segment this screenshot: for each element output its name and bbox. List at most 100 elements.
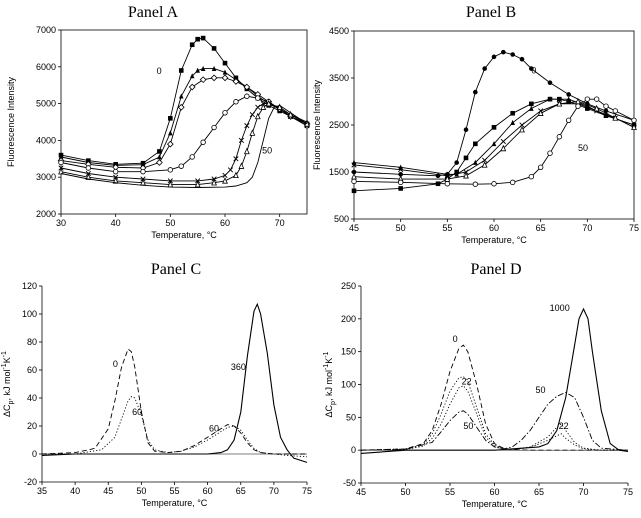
series-line (60, 104, 308, 188)
data-point (537, 109, 544, 116)
x-tick-label: 30 (56, 218, 66, 228)
curve-annotation: 22 (462, 377, 472, 387)
data-point (510, 119, 515, 125)
y-tick-label: -20 (24, 477, 37, 487)
data-point (233, 171, 239, 179)
data-point (238, 137, 245, 144)
data-point (473, 159, 478, 165)
data-point (168, 116, 173, 121)
data-point (556, 100, 563, 107)
y-axis-label: ΔCp, kJ mol-1K-1 (323, 351, 337, 417)
data-point (500, 138, 506, 145)
data-point (195, 67, 200, 73)
data-point (243, 83, 251, 91)
data-point (211, 46, 217, 51)
data-point (566, 96, 571, 102)
data-point (238, 162, 245, 169)
data-point (265, 99, 272, 107)
data-point (233, 99, 239, 105)
series-2 (42, 396, 308, 458)
data-point (351, 162, 357, 168)
x-tick-label: 75 (302, 486, 312, 496)
data-point (529, 101, 534, 107)
data-point (473, 89, 478, 95)
data-point (593, 104, 600, 112)
data-point (463, 127, 469, 132)
data-point (166, 140, 174, 148)
data-point (178, 68, 184, 73)
data-point (491, 125, 497, 130)
data-point (473, 141, 478, 147)
data-point (584, 96, 591, 102)
series-4 (360, 391, 629, 451)
plot-frame (60, 29, 308, 215)
data-point (254, 112, 261, 120)
y-axis-label: ΔCp, kJ mol-1K-1 (1, 351, 15, 417)
data-point (603, 108, 609, 114)
series-3 (57, 74, 311, 172)
y-axis-label: Fluorescence Intensity (312, 79, 322, 170)
data-point (58, 167, 64, 175)
data-point (199, 76, 207, 84)
curve-annotation: 0 (453, 334, 458, 344)
data-point (491, 54, 497, 60)
x-axis-label: Temperature, °C (461, 235, 527, 245)
data-point (398, 172, 403, 177)
data-point (244, 93, 250, 99)
y-tick-label: -50 (343, 478, 356, 488)
data-point (565, 117, 572, 123)
plot-frame (353, 30, 635, 220)
y-tick-label: 200 (341, 314, 356, 324)
data-point (195, 36, 200, 42)
data-point (398, 186, 403, 191)
data-point (210, 74, 218, 82)
y-tick-label: 250 (341, 281, 356, 291)
data-point (222, 69, 228, 75)
series-3 (351, 96, 637, 177)
x-tick-label: 75 (629, 223, 639, 233)
data-point (463, 171, 469, 179)
y-tick-label: 60 (27, 365, 37, 375)
data-point (529, 105, 534, 111)
x-tick-label: 60 (220, 218, 230, 228)
data-point (481, 161, 488, 168)
curve-annotation: 50 (463, 421, 473, 431)
series-line (360, 376, 628, 451)
data-point (351, 169, 357, 175)
data-point (556, 134, 563, 140)
y-tick-label: 150 (341, 347, 356, 357)
data-point (85, 173, 92, 180)
data-point (156, 159, 163, 166)
chart-panel-c: Panel C 35 40 45 50 55 60 65 70 75 -20 0 20 40 60 80 100… (1, 261, 312, 508)
y-tick-label: 3500 (329, 73, 349, 83)
panel-title: Panel A (128, 4, 179, 21)
x-tick-label: 60 (489, 223, 499, 233)
series-6 (58, 99, 310, 188)
data-point (167, 167, 174, 173)
data-point (211, 65, 217, 71)
series-line (41, 302, 308, 463)
data-point (454, 160, 459, 165)
data-point (287, 110, 294, 118)
data-point (575, 103, 581, 109)
data-point (500, 144, 507, 152)
x-axis-label: Temperature, °C (142, 498, 208, 508)
series-line (353, 103, 635, 177)
x-tick-label: 65 (536, 223, 546, 233)
data-point (547, 150, 553, 156)
data-point (249, 129, 256, 136)
curve-annotation: 50 (578, 143, 588, 153)
data-point (140, 168, 146, 175)
data-point (177, 103, 185, 111)
series-3 (41, 302, 308, 463)
data-point (631, 117, 637, 123)
y-tick-label: 80 (27, 337, 37, 347)
data-point (188, 83, 196, 91)
data-point (200, 35, 206, 41)
data-point (178, 93, 184, 99)
y-tick-label: 20 (27, 421, 37, 431)
y-tick-label: 500 (334, 214, 349, 224)
data-point (519, 122, 525, 128)
data-point (168, 130, 173, 136)
data-point (233, 156, 239, 162)
